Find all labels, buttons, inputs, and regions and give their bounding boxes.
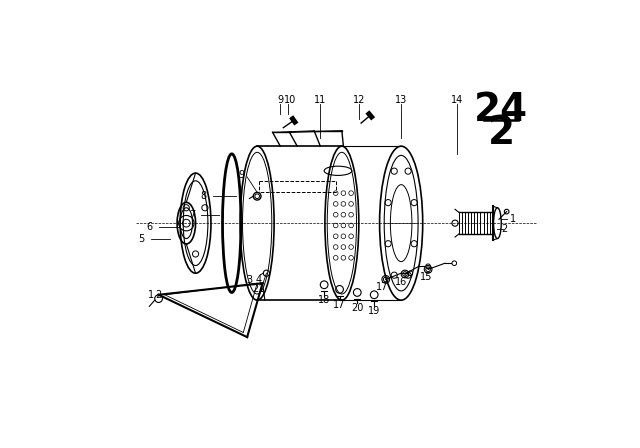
Text: 21: 21 <box>253 284 265 293</box>
Text: 2: 2 <box>156 290 162 300</box>
Text: 7: 7 <box>189 211 196 220</box>
Text: 9: 9 <box>239 170 245 181</box>
Text: 16: 16 <box>395 277 407 287</box>
Text: 24: 24 <box>474 91 528 129</box>
Text: 1: 1 <box>148 290 154 300</box>
Text: 4: 4 <box>255 275 262 285</box>
Text: 12: 12 <box>353 95 365 105</box>
Text: 14: 14 <box>451 95 463 105</box>
Text: 9: 9 <box>277 95 284 105</box>
Text: 3: 3 <box>246 275 253 285</box>
Text: 2: 2 <box>488 114 515 152</box>
Text: 15: 15 <box>420 272 433 282</box>
Text: 19: 19 <box>368 306 380 316</box>
Text: 18: 18 <box>318 295 330 305</box>
Text: 2: 2 <box>501 224 508 234</box>
Text: 6: 6 <box>147 222 152 232</box>
Text: 17: 17 <box>333 300 346 310</box>
Text: 13: 13 <box>395 95 407 105</box>
Text: 5: 5 <box>138 233 145 244</box>
Text: 10: 10 <box>284 95 296 105</box>
Text: 11: 11 <box>314 95 326 105</box>
Text: 1: 1 <box>509 214 516 224</box>
Text: 20: 20 <box>351 303 364 313</box>
Text: 17: 17 <box>376 282 388 292</box>
Text: 8: 8 <box>200 191 206 201</box>
